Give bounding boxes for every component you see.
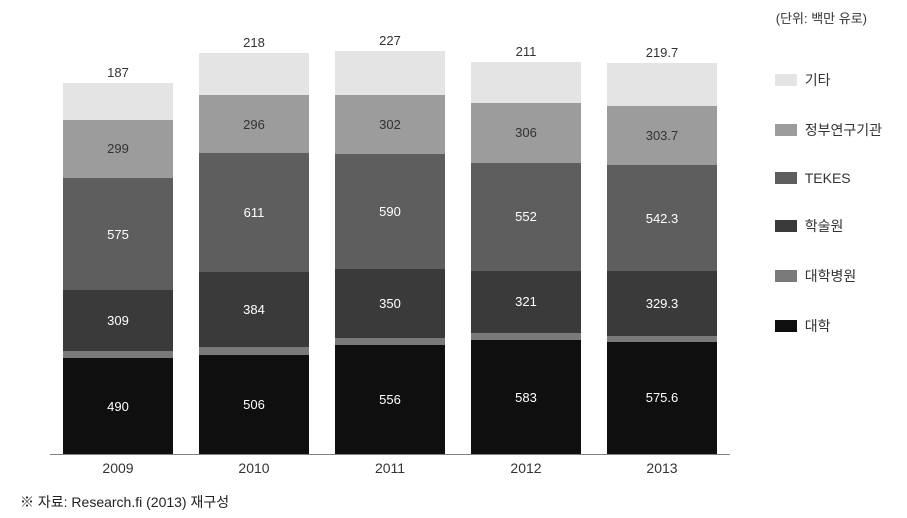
segment-value-label: 490 bbox=[107, 399, 129, 414]
unit-label: (단위: 백만 유로) bbox=[776, 8, 867, 27]
legend: 기타정부연구기관 TEKES 학술원대학병원대학 bbox=[775, 70, 882, 336]
legend-swatch-icon bbox=[775, 172, 797, 184]
x-tick-label: 2009 bbox=[58, 460, 178, 476]
segment-value-label: 218 bbox=[243, 35, 265, 50]
segment-value-label: 329.3 bbox=[646, 296, 679, 311]
bar-stack: 583 36 321 552 306 211 bbox=[471, 62, 581, 454]
bar-segment-acad: 329.3 bbox=[607, 271, 717, 335]
legend-label: 기타 bbox=[805, 70, 831, 90]
bar-segment-tekes: 542.3 bbox=[607, 165, 717, 271]
bar-segment-other: 218 bbox=[199, 53, 309, 96]
segment-value-label: 309 bbox=[107, 313, 129, 328]
segment-value-label: 303.7 bbox=[646, 128, 679, 143]
segment-value-label: 590 bbox=[379, 204, 401, 219]
bar-segment-other: 219.7 bbox=[607, 63, 717, 106]
x-axis-labels: 2009 2010 2011 2012 2013 bbox=[50, 460, 730, 476]
legend-label: 대학 bbox=[805, 316, 831, 336]
segment-value-label: 321 bbox=[515, 294, 537, 309]
bar-segment-hosp: 40 bbox=[199, 347, 309, 355]
segment-value-label: 211 bbox=[516, 44, 537, 59]
bar-stack: 575.6 31.0 329.3 542.3 303.7 219.7 bbox=[607, 63, 717, 454]
bar-segment-acad: 350 bbox=[335, 269, 445, 337]
bar-segment-tekes: 611 bbox=[199, 153, 309, 272]
segment-value-label: 575 bbox=[107, 227, 129, 242]
x-tick-label: 2011 bbox=[330, 460, 450, 476]
segment-value-label: 542.3 bbox=[646, 211, 679, 226]
bar-segment-other: 227 bbox=[335, 51, 445, 95]
legend-label: TEKES bbox=[805, 170, 851, 186]
bar-column: 575.6 31.0 329.3 542.3 303.7 219.7 bbox=[602, 45, 722, 454]
legend-item-acad: 학술원 bbox=[775, 216, 882, 236]
segment-value-label: 611 bbox=[244, 205, 265, 220]
bar-column: 556 40 350 590 302 227 bbox=[330, 45, 450, 454]
bar-segment-univ: 575.6 bbox=[607, 342, 717, 454]
legend-item-univ: 대학 bbox=[775, 316, 882, 336]
segment-value-label: 306 bbox=[515, 125, 537, 140]
legend-swatch-icon bbox=[775, 74, 797, 86]
legend-swatch-icon bbox=[775, 320, 797, 332]
segment-value-label: 506 bbox=[243, 397, 265, 412]
legend-item-other: 기타 bbox=[775, 70, 882, 90]
bar-segment-hosp: 40 bbox=[335, 338, 445, 346]
bar-segment-gov: 303.7 bbox=[607, 106, 717, 165]
segment-value-label: 299 bbox=[107, 141, 129, 156]
segment-value-label: 583 bbox=[515, 390, 537, 405]
bars-row: 490 40 309 575 299 187 506 40 384 611 296 218 556 40 3… bbox=[50, 45, 730, 454]
x-tick-label: 2010 bbox=[194, 460, 314, 476]
bar-stack: 556 40 350 590 302 227 bbox=[335, 51, 445, 454]
bar-segment-other: 211 bbox=[471, 62, 581, 103]
segment-value-label: 552 bbox=[515, 209, 537, 224]
segment-value-label: 227 bbox=[379, 33, 401, 48]
bar-column: 506 40 384 611 296 218 bbox=[194, 45, 314, 454]
bar-column: 583 36 321 552 306 211 bbox=[466, 45, 586, 454]
segment-value-label: 296 bbox=[243, 117, 265, 132]
bar-stack: 506 40 384 611 296 218 bbox=[199, 53, 309, 454]
bar-segment-hosp: 31.0 bbox=[607, 336, 717, 342]
bar-segment-tekes: 575 bbox=[63, 178, 173, 290]
legend-label: 학술원 bbox=[805, 216, 844, 236]
segment-value-label: 575.6 bbox=[646, 390, 679, 405]
bar-segment-univ: 490 bbox=[63, 358, 173, 454]
legend-item-gov: 정부연구기관 bbox=[775, 120, 882, 140]
bar-segment-tekes: 590 bbox=[335, 154, 445, 269]
segment-value-label: 384 bbox=[243, 302, 265, 317]
bar-segment-gov: 306 bbox=[471, 103, 581, 163]
legend-item-hosp: 대학병원 bbox=[775, 266, 882, 286]
segment-value-label: 219.7 bbox=[646, 45, 679, 60]
bar-segment-acad: 309 bbox=[63, 290, 173, 350]
bar-segment-hosp: 36 bbox=[471, 333, 581, 340]
bar-segment-acad: 384 bbox=[199, 272, 309, 347]
bar-segment-gov: 296 bbox=[199, 95, 309, 153]
segment-value-label: 187 bbox=[107, 65, 129, 80]
plot-area: 490 40 309 575 299 187 506 40 384 611 296 218 556 40 3… bbox=[50, 45, 730, 455]
legend-label: 대학병원 bbox=[805, 266, 857, 286]
x-tick-label: 2013 bbox=[602, 460, 722, 476]
bar-segment-acad: 321 bbox=[471, 271, 581, 334]
segment-value-label: 302 bbox=[379, 117, 401, 132]
segment-value-label: 556 bbox=[379, 392, 401, 407]
legend-item-tekes: TEKES bbox=[775, 170, 882, 186]
legend-swatch-icon bbox=[775, 220, 797, 232]
legend-swatch-icon bbox=[775, 270, 797, 282]
bar-segment-univ: 583 bbox=[471, 340, 581, 454]
bar-segment-gov: 299 bbox=[63, 120, 173, 178]
legend-swatch-icon bbox=[775, 124, 797, 136]
segment-value-label: 350 bbox=[379, 296, 401, 311]
bar-segment-other: 187 bbox=[63, 83, 173, 120]
bar-segment-univ: 556 bbox=[335, 345, 445, 454]
bar-segment-univ: 506 bbox=[199, 355, 309, 454]
x-tick-label: 2012 bbox=[466, 460, 586, 476]
bar-segment-tekes: 552 bbox=[471, 163, 581, 271]
source-citation: ※ 자료: Research.fi (2013) 재구성 bbox=[20, 492, 229, 512]
bar-column: 490 40 309 575 299 187 bbox=[58, 45, 178, 454]
bar-segment-hosp: 40 bbox=[63, 351, 173, 359]
bar-segment-gov: 302 bbox=[335, 95, 445, 154]
legend-label: 정부연구기관 bbox=[805, 120, 882, 140]
chart-container: (단위: 백만 유로) 490 40 309 575 299 187 506 40 384 611… bbox=[0, 0, 907, 518]
bar-stack: 490 40 309 575 299 187 bbox=[63, 83, 173, 454]
